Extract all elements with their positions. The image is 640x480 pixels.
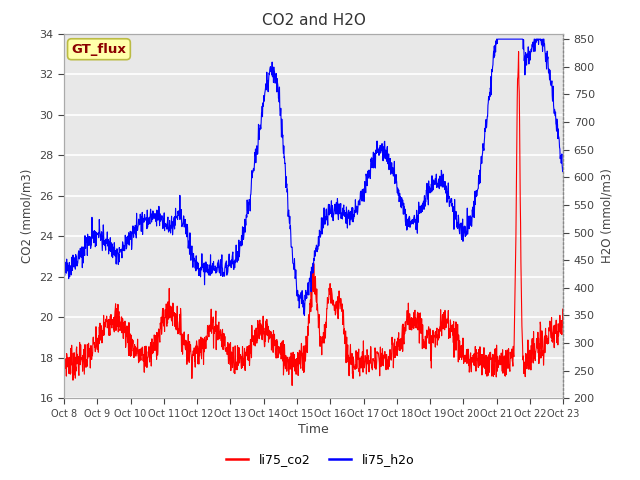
X-axis label: Time: Time — [298, 423, 329, 436]
Text: GT_flux: GT_flux — [72, 43, 126, 56]
Y-axis label: H2O (mmol/m3): H2O (mmol/m3) — [600, 168, 613, 264]
Title: CO2 and H2O: CO2 and H2O — [262, 13, 365, 28]
Y-axis label: CO2 (mmol/m3): CO2 (mmol/m3) — [20, 169, 34, 263]
Legend: li75_co2, li75_h2o: li75_co2, li75_h2o — [221, 448, 419, 471]
